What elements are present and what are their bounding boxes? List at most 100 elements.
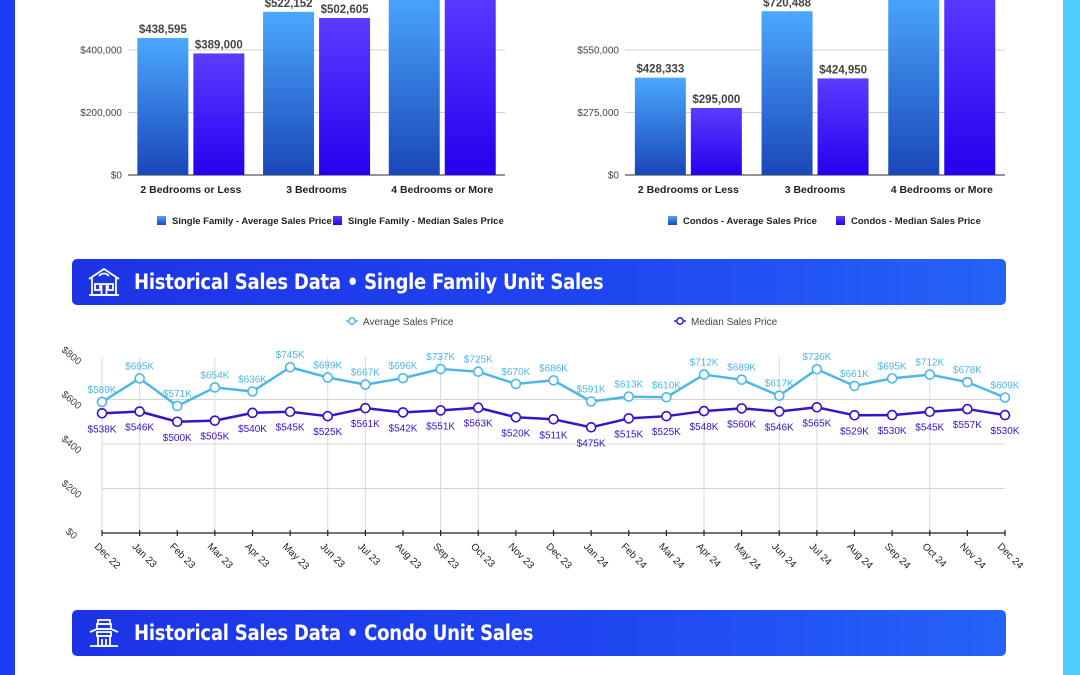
data-label: $589K	[88, 385, 117, 396]
legend-label: Single Family - Average Sales Price	[172, 216, 332, 227]
data-point	[510, 378, 522, 390]
category-label: 3 Bedrooms	[286, 184, 347, 196]
data-point	[623, 413, 635, 424]
data-point	[849, 380, 860, 392]
data-label: $686K	[539, 363, 568, 374]
data-point	[548, 414, 559, 425]
data-point	[397, 372, 409, 384]
data-point	[435, 363, 446, 375]
data-label: $613K	[614, 380, 643, 391]
data-label: $670K	[501, 367, 530, 378]
bar	[137, 37, 189, 176]
y-tick-label: $200,000	[80, 108, 122, 119]
banner-condo: Historical Sales Data • Condo Unit Sales	[72, 610, 1006, 656]
legend-marker	[676, 317, 684, 325]
legend-label: Median Sales Price	[691, 317, 778, 328]
data-point	[924, 406, 936, 418]
data-label: $515K	[614, 429, 643, 440]
x-tick-label: Jul 24	[807, 541, 834, 568]
x-tick-label: Sep 23	[431, 541, 461, 571]
x-tick-label: Dec 23	[543, 541, 573, 571]
data-label: $571K	[163, 389, 192, 400]
banner-title: Historical Sales Data • Condo Unit Sales	[134, 621, 534, 645]
y-tick-label: $400,000	[80, 46, 122, 57]
bar	[319, 17, 371, 175]
bar	[944, 0, 996, 175]
bar-value-label: $502,605	[321, 4, 370, 16]
y-tick-label: $275,000	[577, 108, 619, 119]
house-icon	[84, 264, 124, 300]
legend-swatch	[157, 216, 166, 225]
category-label: 2 Bedrooms or Less	[140, 184, 241, 196]
data-point	[661, 410, 672, 422]
x-tick-label: Apr 24	[694, 541, 723, 570]
data-label: $636K	[238, 374, 267, 385]
bar	[193, 53, 245, 175]
banner-single-family: Historical Sales Data • Single Family Un…	[72, 259, 1006, 305]
data-point	[886, 373, 898, 384]
data-label: $661K	[840, 369, 869, 380]
data-label: $725K	[464, 355, 493, 366]
x-tick-label: Feb 23	[167, 541, 197, 571]
legend-swatch	[836, 216, 845, 225]
x-tick-label: Aug 23	[393, 541, 423, 571]
data-label: $546K	[125, 423, 154, 434]
legend-label: Average Sales Price	[363, 317, 454, 328]
data-label: $696K	[389, 361, 418, 372]
single-family-line-chart: $0 $200 $400 $600 $800 Dec 22 Jan 23 Feb 23 Mar …	[59, 317, 1025, 573]
data-point	[585, 396, 597, 407]
data-label: $551K	[426, 421, 455, 432]
data-label: $745K	[276, 350, 305, 361]
data-label: $525K	[652, 427, 681, 438]
data-point	[209, 415, 221, 426]
data-label: $695K	[125, 361, 154, 372]
y-tick-label: $800	[59, 345, 83, 368]
data-point	[773, 390, 785, 402]
data-point	[886, 409, 898, 421]
condo-building-icon	[84, 615, 124, 651]
x-tick-label: Apr 23	[242, 541, 271, 570]
category-label: 4 Bedrooms or More	[391, 184, 493, 196]
bar	[888, 0, 940, 175]
data-point	[548, 375, 559, 386]
x-tick-label: Dec 22	[92, 541, 122, 571]
data-point	[999, 409, 1011, 421]
data-label: $736K	[802, 352, 831, 363]
data-label: $695K	[878, 361, 907, 372]
y-tick-label: $0	[63, 526, 79, 542]
y-tick-label: $0	[111, 171, 123, 182]
right-accent-bar	[1063, 0, 1080, 675]
data-point	[698, 405, 710, 417]
x-tick-label: Aug 24	[844, 541, 874, 571]
data-label: $530K	[878, 426, 907, 437]
data-point	[322, 372, 334, 383]
data-point	[999, 392, 1011, 403]
x-tick-label: Jan 23	[130, 541, 159, 570]
data-label: $530K	[991, 426, 1020, 437]
bar-value-label: $428,333	[636, 64, 684, 76]
x-tick-label: Jul 23	[355, 541, 382, 568]
data-point	[360, 379, 371, 390]
x-tick-label: Feb 24	[619, 541, 649, 571]
data-label: $712K	[690, 358, 719, 369]
data-label: $511K	[539, 430, 568, 441]
data-label: $617K	[765, 379, 794, 390]
data-label: $610K	[652, 380, 681, 391]
data-point	[322, 410, 334, 422]
data-point	[134, 373, 145, 384]
y-tick-label: $0	[608, 171, 620, 182]
data-point	[962, 376, 973, 388]
data-label: $545K	[915, 423, 944, 434]
data-point	[698, 369, 710, 380]
bar	[634, 77, 686, 175]
x-tick-label: Jan 24	[581, 541, 610, 570]
data-point	[510, 411, 522, 423]
x-tick-label: Mar 24	[656, 541, 686, 571]
data-point	[171, 400, 183, 412]
data-label: $737K	[426, 352, 455, 363]
data-point	[247, 407, 258, 419]
data-label: $699K	[313, 360, 342, 371]
data-label: $500K	[163, 433, 192, 444]
bar-value-label: $389,000	[195, 39, 243, 51]
data-label: $591K	[577, 385, 606, 396]
